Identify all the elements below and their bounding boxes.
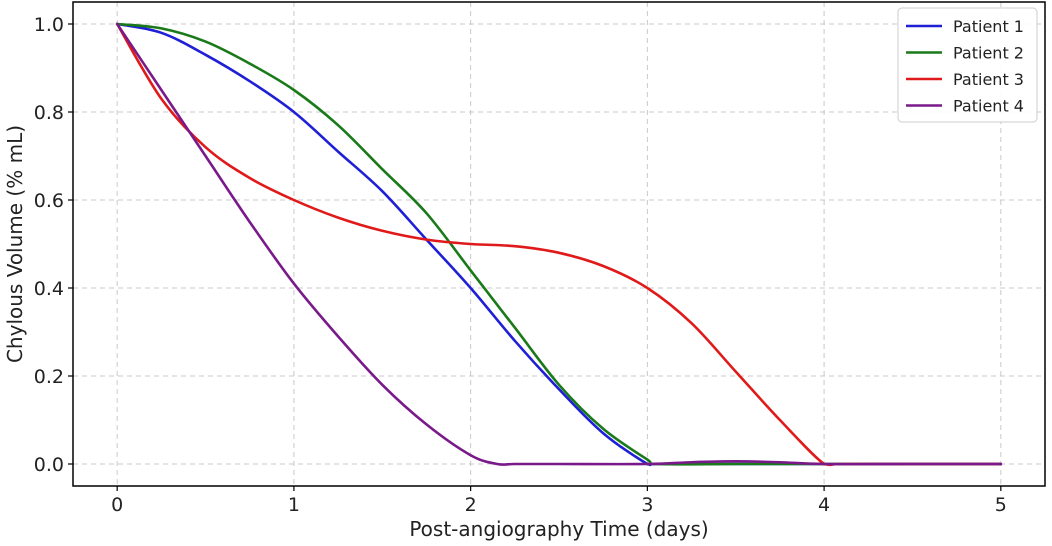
y-tick-label: 0.8 [34,102,64,124]
series-line-patient-4 [115,22,1003,466]
x-axis-label: Post-angiography Time (days) [409,517,708,541]
y-tick-label: 0.2 [34,366,64,388]
x-tick-label: 3 [641,494,653,516]
tick-labels: 0 1 2 3 4 5 0.0 0.2 0.4 0.6 0.8 1.0 [34,14,1007,516]
legend-label: Patient 1 [953,17,1024,36]
series-lines [115,22,1003,467]
x-tick-label: 5 [995,494,1007,516]
legend-label: Patient 2 [953,44,1024,63]
y-tick-label: 0.0 [34,454,64,476]
y-axis-label: Chylous Volume (% mL) [3,125,27,363]
series-line-patient-3 [115,22,1003,467]
series-line-patient-2 [115,22,1003,466]
y-tick-label: 1.0 [34,14,64,36]
x-tick-label: 1 [288,494,300,516]
x-tick-label: 2 [465,494,477,516]
legend: Patient 1 Patient 2 Patient 3 Patient 4 [897,7,1038,123]
legend-label: Patient 4 [953,97,1024,116]
y-tick-label: 0.6 [34,190,64,212]
y-tick-label: 0.4 [34,278,64,300]
x-tick-label: 0 [111,494,123,516]
plot-frame [72,1,1046,487]
legend-label: Patient 3 [953,70,1024,89]
series-line-patient-1 [115,22,1003,467]
legend-box [897,7,1038,123]
x-tick-label: 4 [818,494,830,516]
axes [72,1,1046,487]
